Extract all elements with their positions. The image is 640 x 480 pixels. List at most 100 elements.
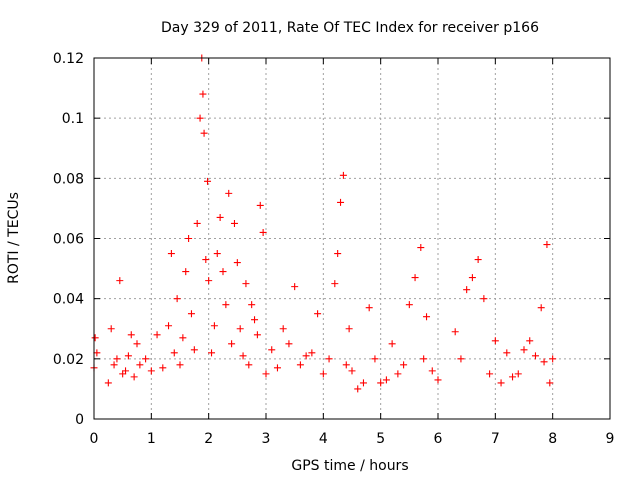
data-point [202, 256, 210, 264]
x-tick-label: 2 [204, 431, 213, 447]
x-tick-label: 1 [147, 431, 156, 447]
data-point [216, 213, 224, 221]
data-point [531, 352, 539, 360]
data-point [423, 313, 431, 321]
data-point [514, 370, 522, 378]
data-point [345, 325, 353, 333]
data-point [400, 361, 408, 369]
data-point [474, 256, 482, 264]
data-point [147, 367, 155, 375]
data-point [285, 340, 293, 348]
data-point [199, 90, 207, 98]
data-point [359, 379, 367, 387]
x-tick-label: 6 [434, 431, 443, 447]
plot-frame [93, 57, 611, 420]
axis-ticks: 0 1 2 3 4 5 6 7 8 9 0 0.02 0.04 0.06 0.08 0.1 0.12 [53, 51, 615, 447]
y-tick-label: 0.08 [53, 171, 84, 187]
data-point [491, 337, 499, 345]
data-point [520, 346, 528, 354]
data-point [107, 325, 115, 333]
data-point [434, 376, 442, 384]
data-point [463, 286, 471, 294]
data-point [193, 219, 201, 227]
data-point [173, 295, 181, 303]
data-point [348, 367, 356, 375]
y-tick-label: 0.12 [53, 51, 84, 67]
data-point [334, 250, 342, 258]
data-point [187, 310, 195, 318]
data-point [382, 376, 390, 384]
data-point [225, 189, 233, 197]
data-point [133, 340, 141, 348]
data-point [239, 352, 247, 360]
data-point [268, 346, 276, 354]
data-point [549, 355, 557, 363]
x-tick-label: 0 [90, 431, 99, 447]
data-point [503, 349, 511, 357]
data-point [205, 277, 213, 285]
data-point [279, 325, 287, 333]
data-point [262, 370, 270, 378]
data-point [127, 331, 135, 339]
data-point [451, 328, 459, 336]
data-point [124, 352, 132, 360]
x-tick-label: 8 [548, 431, 557, 447]
data-point [228, 340, 236, 348]
data-point [167, 250, 175, 258]
data-point [204, 177, 212, 185]
x-axis-label: GPS time / hours [291, 458, 408, 474]
data-point [319, 370, 327, 378]
grid-lines [94, 58, 610, 419]
data-point [116, 277, 124, 285]
data-point [337, 198, 345, 206]
data-point [122, 367, 130, 375]
data-point [113, 355, 121, 363]
y-tick-label: 0 [75, 412, 84, 428]
data-point [457, 355, 465, 363]
data-point [417, 244, 425, 252]
data-point [308, 349, 316, 357]
data-point [251, 316, 259, 324]
data-point [256, 201, 264, 209]
data-point [196, 114, 204, 122]
data-point [331, 280, 339, 288]
data-point [394, 370, 402, 378]
data-point [259, 228, 267, 236]
data-point [136, 361, 144, 369]
data-point [486, 370, 494, 378]
data-point [314, 310, 322, 318]
data-point [388, 340, 396, 348]
data-point [468, 274, 476, 282]
data-point [526, 337, 534, 345]
data-point [142, 355, 150, 363]
data-point [93, 349, 101, 357]
data-point [537, 304, 545, 312]
data-point [245, 361, 253, 369]
data-point [176, 361, 184, 369]
data-point [200, 129, 208, 137]
data-point [185, 235, 193, 242]
data-point [253, 331, 261, 339]
data-point [546, 379, 554, 387]
data-point [480, 295, 488, 303]
data-point [208, 349, 216, 357]
x-tick-label: 4 [319, 431, 328, 447]
data-point [233, 259, 241, 267]
data-point [159, 364, 167, 372]
data-point [130, 373, 138, 381]
data-point [179, 334, 187, 342]
chart-title: Day 329 of 2011, Rate Of TEC Index for r… [161, 20, 539, 36]
data-point [110, 361, 118, 369]
data-point [540, 358, 548, 366]
data-point [273, 364, 281, 372]
data-point [291, 283, 299, 291]
data-point [236, 325, 244, 333]
data-point [497, 379, 505, 387]
data-point [182, 268, 190, 276]
data-point [104, 379, 112, 387]
y-tick-label: 0.02 [53, 352, 84, 368]
y-tick-label: 0.04 [53, 292, 84, 308]
x-tick-label: 9 [606, 431, 615, 447]
data-point [222, 301, 230, 309]
data-point [509, 373, 517, 381]
